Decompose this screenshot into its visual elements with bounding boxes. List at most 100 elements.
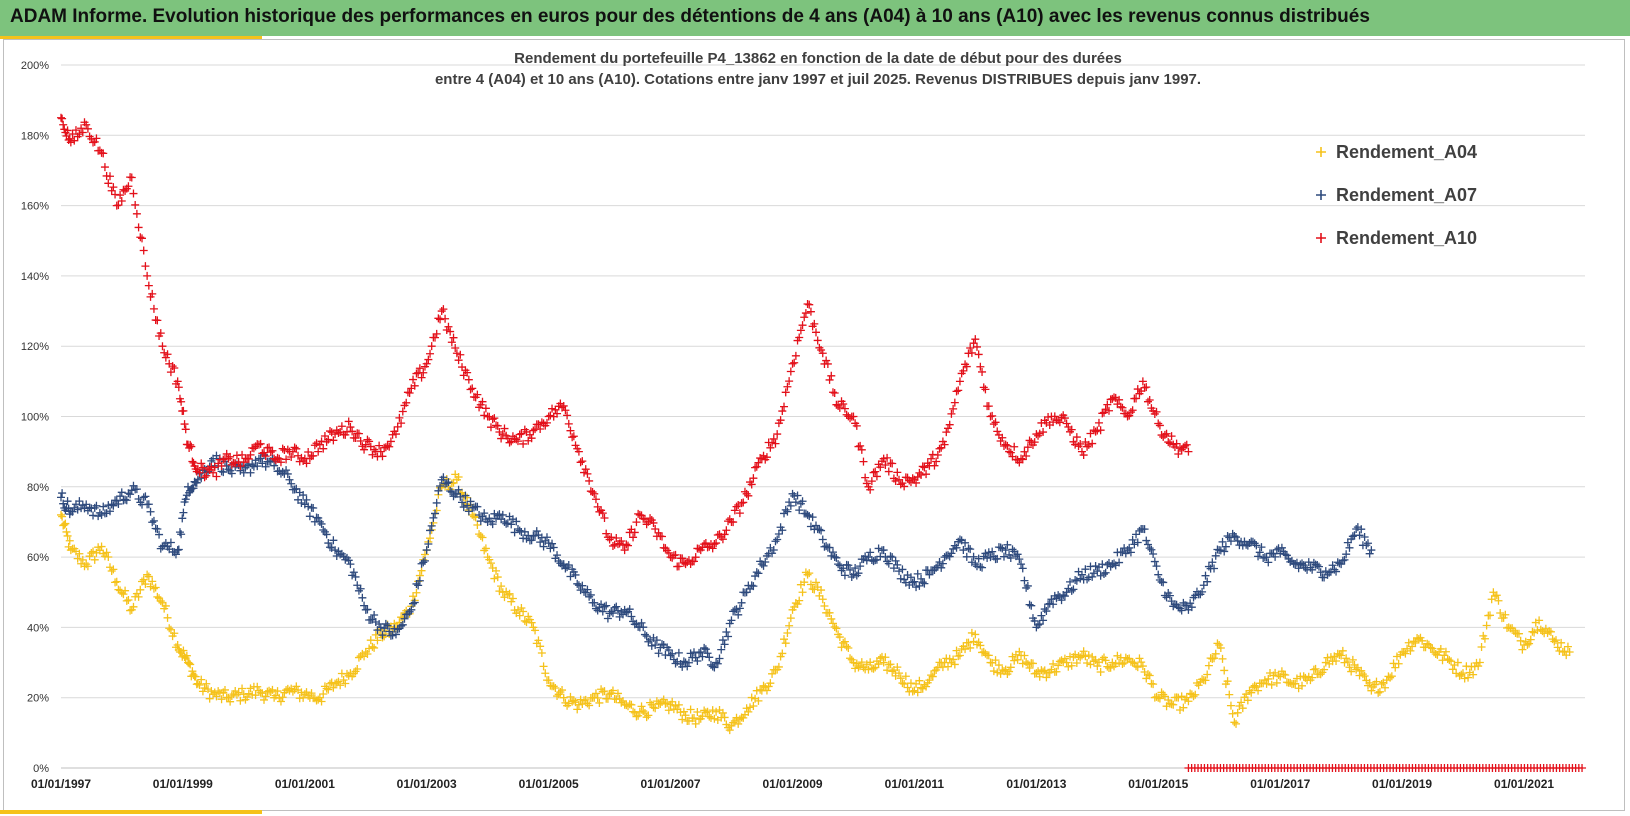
- point-rendement-a04: [664, 706, 673, 715]
- point-rendement-a04: [756, 685, 765, 694]
- point-rendement-a10: [989, 420, 998, 429]
- point-rendement-a10: [879, 454, 888, 463]
- point-rendement-a07: [253, 462, 262, 471]
- point-rendement-a07: [715, 654, 724, 663]
- point-rendement-a04: [1247, 688, 1256, 697]
- point-rendement-a04: [896, 674, 905, 683]
- point-rendement-a07: [1272, 545, 1281, 554]
- point-rendement-a04: [700, 706, 709, 715]
- point-rendement-a07: [239, 468, 248, 477]
- point-rendement-a07: [1133, 538, 1142, 547]
- point-rendement-a04: [866, 658, 875, 667]
- point-rendement-a10: [1018, 455, 1027, 464]
- point-rendement-a10: [283, 445, 292, 454]
- point-rendement-a10: [304, 447, 313, 456]
- point-rendement-a04: [1394, 659, 1403, 668]
- point-rendement-a07: [686, 649, 695, 658]
- point-rendement-a07: [1091, 562, 1100, 571]
- x-tick-label: 01/01/2013: [1006, 777, 1066, 791]
- point-rendement-a10: [869, 468, 878, 477]
- point-rendement-a07: [302, 495, 311, 504]
- grid-lines: [61, 64, 1585, 769]
- point-rendement-a07: [1313, 561, 1322, 570]
- point-rendement-a04: [339, 675, 348, 684]
- point-rendement-a07: [999, 552, 1008, 561]
- point-rendement-a10: [747, 480, 756, 489]
- point-rendement-a04: [952, 646, 961, 655]
- point-rendement-a07: [1203, 577, 1212, 586]
- point-rendement-a07: [637, 618, 646, 627]
- point-rendement-a07: [578, 581, 587, 590]
- point-rendement-a10: [735, 509, 744, 518]
- point-rendement-a04: [253, 682, 262, 691]
- point-rendement-a07: [598, 607, 607, 616]
- point-rendement-a04: [1084, 651, 1093, 660]
- point-rendement-a07: [464, 507, 473, 516]
- point-rendement-a10: [1123, 412, 1132, 421]
- point-rendement-a07: [683, 662, 692, 671]
- point-rendement-a07: [549, 543, 558, 552]
- point-rendement-a07: [786, 501, 795, 510]
- point-rendement-a07: [1140, 525, 1149, 534]
- point-rendement-a04: [276, 697, 285, 706]
- y-tick-label: 200%: [21, 60, 49, 72]
- point-rendement-a07: [463, 501, 472, 510]
- point-rendement-a04: [553, 692, 562, 701]
- point-rendement-a07: [696, 648, 705, 657]
- point-rendement-a04: [1475, 658, 1484, 667]
- point-rendement-a07: [651, 640, 660, 649]
- point-rendement-a07: [1076, 574, 1085, 583]
- point-rendement-a07: [830, 552, 839, 561]
- point-rendement-a10: [876, 463, 885, 472]
- point-rendement-a04: [368, 642, 377, 651]
- point-rendement-a10: [1083, 442, 1092, 451]
- x-tick-label: 01/01/2021: [1494, 777, 1554, 791]
- point-rendement-a07: [227, 469, 236, 478]
- point-rendement-a04: [75, 549, 84, 558]
- point-rendement-a10: [908, 474, 917, 483]
- point-rendement-a10: [1137, 387, 1146, 396]
- point-rendement-a07: [1099, 570, 1108, 579]
- point-rendement-a10: [1142, 383, 1151, 392]
- point-rendement-a10: [454, 356, 463, 365]
- point-rendement-a10: [684, 556, 693, 565]
- point-rendement-a04: [111, 578, 120, 587]
- point-rendement-a04: [195, 680, 204, 689]
- point-rendement-a10: [974, 350, 983, 359]
- point-rendement-a07: [818, 535, 827, 544]
- point-rendement-a10: [952, 387, 961, 396]
- point-rendement-a04: [1523, 640, 1532, 649]
- point-rendement-a07: [1103, 560, 1112, 569]
- point-rendement-a04: [895, 669, 904, 678]
- point-rendement-a04: [353, 665, 362, 674]
- point-rendement-a04: [1055, 657, 1064, 666]
- point-rendement-a10: [896, 480, 905, 489]
- point-rendement-a07: [701, 645, 710, 654]
- point-rendement-a07: [339, 552, 348, 561]
- point-rendement-a10: [464, 375, 473, 384]
- point-rendement-a07: [964, 544, 973, 553]
- point-rendement-a07: [1135, 526, 1144, 535]
- point-rendement-a07: [1003, 540, 1012, 549]
- point-rendement-a07: [1149, 550, 1158, 559]
- point-rendement-a04: [151, 583, 160, 592]
- point-rendement-a10: [163, 350, 172, 359]
- point-rendement-a07: [141, 492, 150, 501]
- point-rendement-a07: [749, 582, 758, 591]
- point-rendement-a10: [768, 438, 777, 447]
- point-rendement-a07: [63, 497, 72, 506]
- point-rendement-a04: [1304, 672, 1313, 681]
- point-rendement-a04: [1079, 647, 1088, 656]
- point-rendement-a07: [309, 503, 318, 512]
- point-rendement-a07: [564, 560, 573, 569]
- point-rendement-a07: [432, 498, 441, 507]
- point-rendement-a04: [100, 552, 109, 561]
- data-points: [57, 113, 1587, 772]
- point-rendement-a07: [105, 507, 114, 516]
- point-rendement-a04: [490, 574, 499, 583]
- point-rendement-a10: [583, 469, 592, 478]
- point-rendement-a10: [275, 454, 284, 463]
- point-rendement-a10: [1076, 439, 1085, 448]
- point-rendement-a04: [1316, 670, 1325, 679]
- point-rendement-a07: [1089, 569, 1098, 578]
